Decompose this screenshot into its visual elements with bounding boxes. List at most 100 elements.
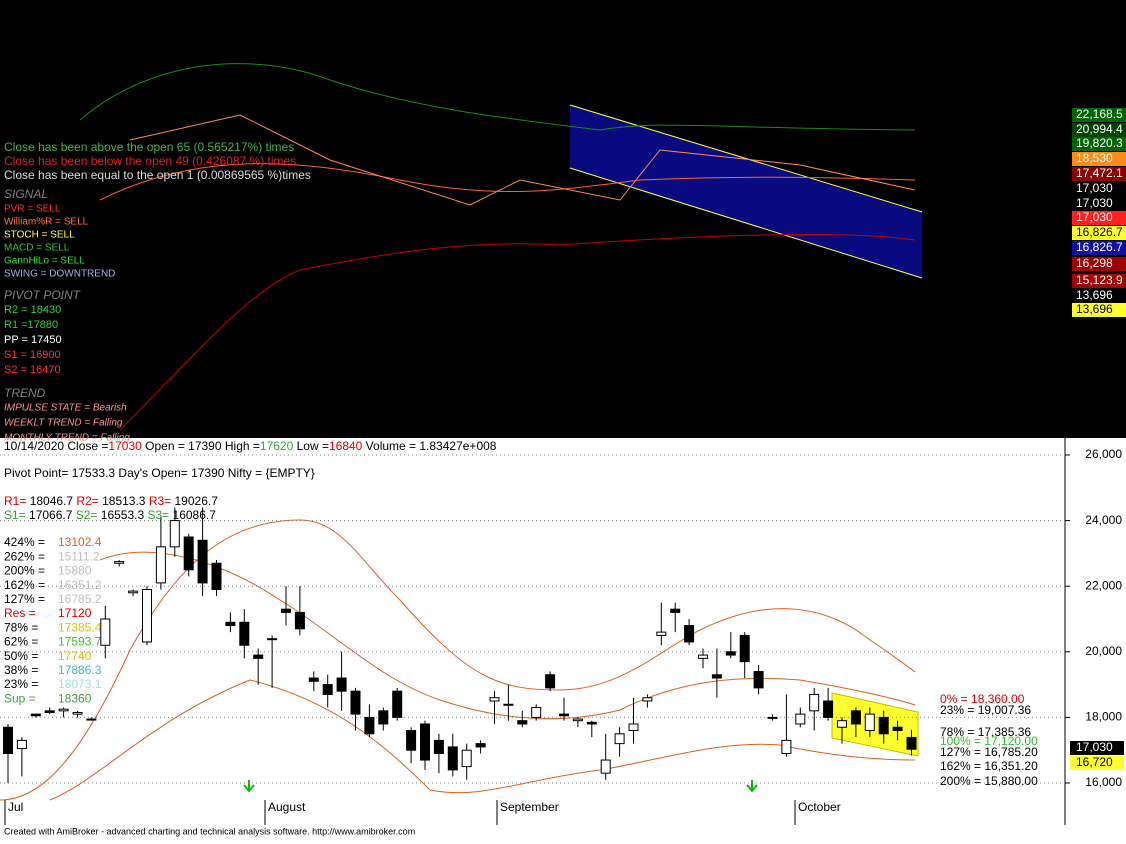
price-label: 17,472.1	[1076, 166, 1123, 180]
footer-bar	[0, 825, 1126, 839]
price-label-box	[1072, 108, 1126, 122]
price-label: 16,298	[1076, 256, 1113, 270]
indicator: MONTHLY TREND = Falling	[4, 433, 130, 444]
candle-body	[572, 718, 583, 722]
indicator: S2 = 16470	[4, 364, 61, 376]
fib-label: 162% =	[4, 578, 45, 592]
y-tick-label: 20,000	[1085, 644, 1122, 658]
month-label: August	[268, 800, 306, 814]
stat-message: Close has been above the open 65 (0.5652…	[4, 140, 294, 154]
candle-body	[420, 723, 430, 761]
stat-message: Close has been below the open 49 (0.4260…	[4, 154, 296, 168]
candle-body	[155, 546, 166, 584]
month-label: Jul	[8, 800, 23, 814]
info-part: 17030	[108, 439, 142, 453]
price-label: 13,696	[1076, 302, 1113, 316]
price-label: 13,696	[1076, 288, 1113, 302]
band	[79, 63, 916, 131]
candle-body	[128, 590, 139, 594]
price-label-box	[1070, 741, 1124, 755]
indicator: R2 = 18430	[4, 304, 61, 316]
info-part: Volume = 1.83427e+008	[362, 439, 496, 453]
fib-label: 62% =	[4, 635, 38, 649]
indicator: MACD = SELL	[4, 243, 70, 254]
info-part: 18513.3	[99, 494, 146, 508]
price-label-box	[1070, 756, 1124, 770]
fib-label: 127% =	[4, 592, 45, 606]
info-part: 19026.7	[171, 494, 218, 508]
candle-body	[864, 713, 875, 732]
candle-body	[823, 700, 834, 718]
info-part: 17066.7	[26, 508, 73, 522]
candle-body	[378, 710, 389, 725]
info-part: R1=	[4, 494, 26, 508]
price-label-box	[1072, 167, 1126, 181]
indicator: WEEKLT TREND = Falling	[4, 418, 123, 429]
fib-level: 100% = 17,120.00	[940, 734, 1038, 748]
price-label-box	[1072, 152, 1126, 166]
section-title: PIVOT POINT	[4, 288, 82, 302]
candle-body	[16, 739, 27, 750]
indicator: PP = 17450	[4, 334, 62, 346]
candle-body	[517, 720, 528, 725]
fib-level: 23% = 19,007.36	[940, 703, 1031, 717]
ma-line	[129, 114, 916, 206]
y-tick-label: 18,000	[1085, 710, 1122, 724]
signal-arrow	[243, 780, 758, 793]
price-label-box	[1072, 289, 1126, 303]
price-label-box	[1072, 182, 1126, 196]
fib-label: 78% =	[4, 620, 38, 634]
stat-message: Close has been equal to the open 1 (0.00…	[4, 168, 311, 182]
candle-body	[559, 713, 569, 717]
fib-level: 127% = 16,785.20	[940, 745, 1038, 759]
candle-body	[86, 718, 97, 721]
channel-line	[569, 167, 923, 279]
band	[119, 234, 916, 431]
candle-body	[253, 654, 264, 659]
price-label: 17,030	[1076, 210, 1113, 224]
info-part: S2=	[72, 508, 97, 522]
fib-level: 78% = 17,385.36	[940, 725, 1031, 739]
bollinger-mid	[99, 551, 916, 720]
fib-value: 16351.2	[58, 578, 102, 592]
candle-body	[183, 536, 194, 571]
candle-body	[169, 520, 180, 548]
candle-body	[447, 746, 458, 771]
indicator: S1 = 16900	[4, 349, 61, 361]
price-label: 16,826.7	[1076, 225, 1123, 239]
candle-body	[489, 697, 500, 702]
price-label-box	[1072, 241, 1126, 255]
candle-body	[322, 684, 333, 695]
y-tick-label: 16,000	[1085, 775, 1122, 789]
top-panel	[0, 0, 1126, 438]
candle-body	[225, 621, 236, 627]
candle-body	[3, 726, 13, 754]
info-part: 16086.7	[169, 508, 216, 522]
fib-value: 17593.7	[58, 635, 102, 649]
fib-value: 18360	[58, 691, 92, 705]
info-part: R3=	[145, 494, 171, 508]
info-part: 17620	[260, 439, 294, 453]
bollinger-upper	[0, 519, 916, 801]
band	[99, 163, 916, 201]
candle-body	[753, 670, 764, 689]
candle-body	[392, 690, 403, 718]
indicator: R1 =17880	[4, 319, 58, 331]
candle-body	[503, 703, 514, 706]
month-label: September	[500, 800, 559, 814]
price-label: 16,826.7	[1076, 240, 1123, 254]
candle-body	[809, 693, 820, 712]
fib-value: 17120	[58, 606, 92, 620]
price-label: 17,030	[1076, 181, 1113, 195]
candle-body	[433, 739, 444, 754]
candle-body	[628, 723, 639, 732]
price-label: 17,030	[1076, 196, 1113, 210]
fib-label: 424% =	[4, 535, 45, 549]
candle-body	[850, 710, 861, 725]
candle-body	[100, 618, 111, 646]
footer: Created with AmiBroker - advanced charti…	[4, 826, 415, 836]
fib-value: 15111.2	[58, 549, 100, 563]
indicator: GannHiLo = SELL	[4, 256, 85, 267]
fib-level: 0% = 18,360.00	[940, 692, 1025, 706]
candle-body	[197, 539, 208, 584]
